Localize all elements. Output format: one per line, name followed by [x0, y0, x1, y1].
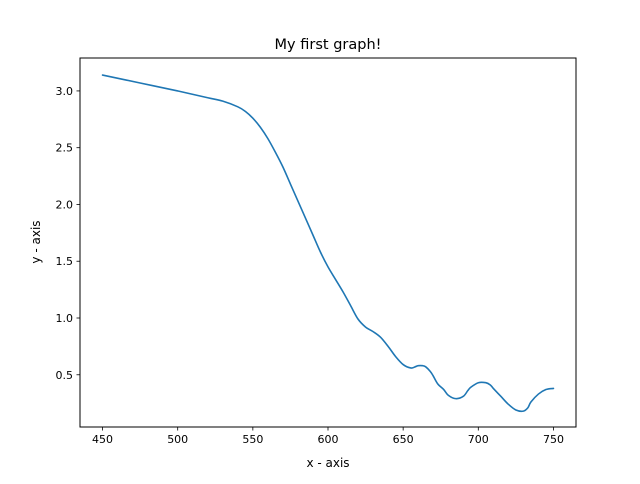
- x-tick-label: 600: [318, 433, 339, 446]
- y-tick-label: 1.5: [56, 255, 74, 268]
- series-layer: [101, 74, 555, 413]
- ticks-layer: 450 500 550 600 650 700 750 0.5 1.0 1.5 2.0 2.5 3.0: [56, 85, 564, 446]
- y-tick-label: 2.5: [56, 142, 74, 155]
- x-tick-label: 450: [92, 433, 113, 446]
- y-tick-label: 1.0: [56, 312, 74, 325]
- y-tick-label: 2.0: [56, 198, 74, 211]
- y-axis-label: y - axis: [29, 220, 43, 263]
- x-axis-label: x - axis: [306, 456, 349, 470]
- x-tick-label: 650: [393, 433, 414, 446]
- y-tick-label: 0.5: [56, 369, 74, 382]
- x-tick-label: 750: [543, 433, 564, 446]
- x-tick-label: 500: [167, 433, 188, 446]
- x-tick-label: 700: [468, 433, 489, 446]
- plot-frame: [79, 57, 577, 428]
- chart-title: My first graph!: [275, 37, 382, 53]
- plot-area: [80, 58, 576, 427]
- series-line: [101, 74, 555, 413]
- x-tick-label: 550: [242, 433, 263, 446]
- y-tick-label: 3.0: [56, 85, 74, 98]
